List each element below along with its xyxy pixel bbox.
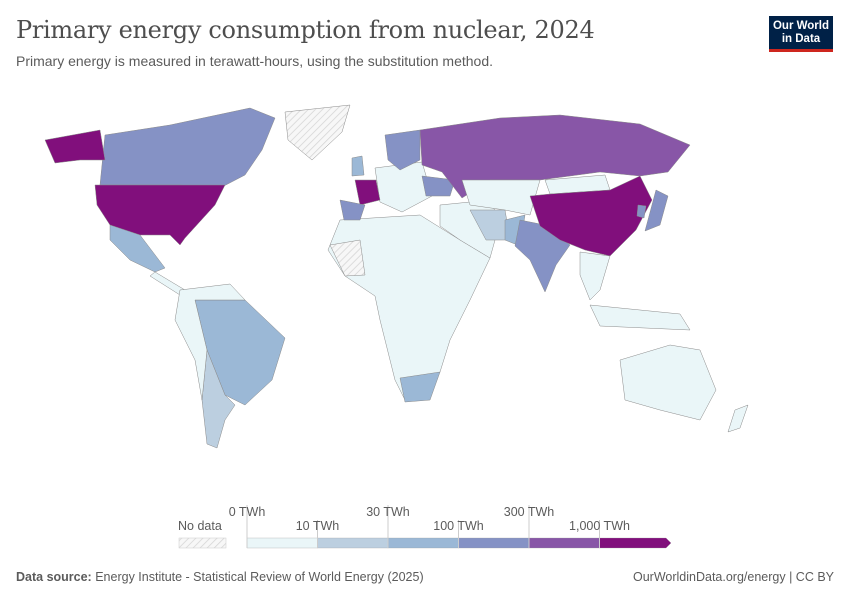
country-china[interactable] — [529, 175, 653, 257]
country-japan[interactable] — [644, 189, 669, 232]
data-source: Data source: Energy Institute - Statisti… — [16, 570, 424, 584]
country-southeast-asia[interactable] — [579, 251, 611, 301]
legend-bin[interactable] — [387, 537, 459, 549]
country-russia[interactable] — [419, 114, 691, 199]
legend-tick-label: 30 TWh — [366, 505, 410, 519]
source-text: Energy Institute - Statistical Review of… — [95, 570, 424, 584]
country-south-korea[interactable] — [636, 204, 647, 219]
legend: No data 0 TWh 10 TWh 30 TWh 100 TWh 300 TWh 1… — [178, 505, 672, 549]
legend-bin[interactable] — [246, 537, 318, 549]
country-central-asia[interactable] — [461, 179, 541, 216]
legend-bin[interactable] — [528, 537, 600, 549]
country-united-states[interactable] — [94, 184, 226, 246]
country-indonesia[interactable] — [589, 304, 691, 331]
legend-tick-label: 100 TWh — [433, 519, 484, 533]
country-europe-other[interactable] — [374, 161, 433, 213]
source-label: Data source: — [16, 570, 92, 584]
country-greenland[interactable] — [284, 104, 351, 161]
country-south-america-other[interactable] — [174, 283, 246, 401]
legend-no-data-label: No data — [178, 519, 222, 533]
legend-tick-label: 300 TWh — [504, 505, 555, 519]
country-sweden-finland[interactable] — [384, 129, 421, 171]
country-spain[interactable] — [339, 199, 366, 221]
country-united-kingdom[interactable] — [351, 155, 365, 177]
country-argentina[interactable] — [201, 349, 236, 449]
page-title: Primary energy consumption from nuclear,… — [16, 16, 595, 44]
country-alaska[interactable] — [44, 129, 106, 164]
country-new-zealand[interactable] — [727, 404, 749, 433]
legend-no-data-swatch — [178, 537, 227, 549]
page-subtitle: Primary energy is measured in terawatt-h… — [16, 53, 494, 69]
country-canada[interactable] — [99, 107, 276, 189]
legend-bin[interactable] — [317, 537, 389, 549]
legend-tick-label: 1,000 TWh — [569, 519, 630, 533]
legend-bin[interactable] — [458, 537, 530, 549]
world-map — [44, 104, 749, 449]
country-australia[interactable] — [619, 344, 717, 421]
country-south-africa[interactable] — [399, 371, 441, 403]
country-sahara-no-data[interactable] — [329, 239, 366, 277]
footer-link[interactable]: OurWorldinData.org/energy | CC BY — [632, 570, 834, 584]
legend-tick-label: 10 TWh — [296, 519, 340, 533]
country-france[interactable] — [354, 179, 381, 206]
country-ukraine[interactable] — [421, 175, 456, 197]
legend-bin[interactable] — [599, 537, 672, 549]
logo-text: in Data — [781, 33, 821, 45]
owid-logo[interactable]: Our World in Data — [769, 16, 833, 52]
logo-text: Our World — [772, 20, 829, 32]
legend-tick-label: 0 TWh — [229, 505, 266, 519]
